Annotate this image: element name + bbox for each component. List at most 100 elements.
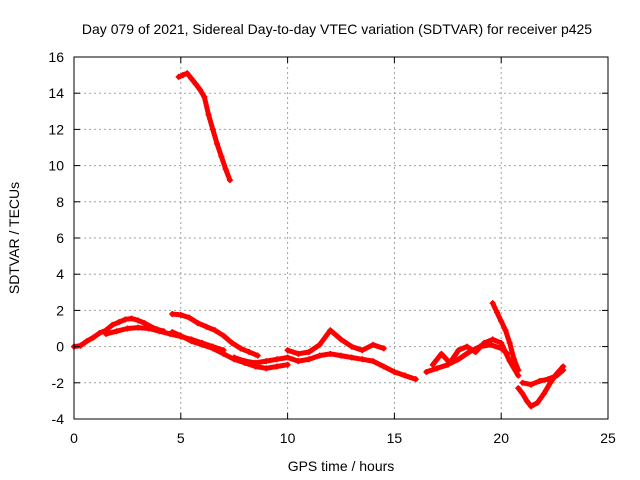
data-point xyxy=(489,300,496,307)
data-point xyxy=(316,352,323,359)
data-point xyxy=(209,126,216,133)
data-point xyxy=(540,390,547,397)
y-tick-label: 14 xyxy=(48,85,64,101)
data-point xyxy=(229,339,236,346)
y-tick-label: 2 xyxy=(56,302,64,318)
y-tick-label: -2 xyxy=(52,375,65,391)
y-tick-label: -4 xyxy=(52,411,65,427)
data-point xyxy=(177,332,184,339)
data-point xyxy=(511,356,518,363)
data-point xyxy=(446,359,453,366)
data-point xyxy=(391,368,398,375)
x-tick-label: 15 xyxy=(387,430,403,446)
data-point xyxy=(135,317,142,324)
x-tick-label: 10 xyxy=(280,430,296,446)
data-point xyxy=(201,93,208,100)
data-point xyxy=(498,318,505,325)
data-point xyxy=(214,140,221,147)
data-point xyxy=(83,338,90,345)
data-point xyxy=(515,385,522,392)
data-point xyxy=(519,379,526,386)
data-point xyxy=(96,330,103,337)
data-point xyxy=(380,363,387,370)
data-point xyxy=(370,341,377,348)
data-point xyxy=(528,403,535,410)
chart-title: Day 079 of 2021, Sidereal Day-to-day VTE… xyxy=(82,21,592,37)
data-point xyxy=(434,365,441,372)
data-point xyxy=(506,358,513,365)
data-point xyxy=(295,358,302,365)
x-tick-label: 20 xyxy=(493,430,509,446)
data-point xyxy=(489,336,496,343)
x-tick-label: 0 xyxy=(70,430,78,446)
data-point xyxy=(515,372,522,379)
data-point xyxy=(122,316,129,323)
data-point xyxy=(519,390,526,397)
data-point xyxy=(536,377,543,384)
data-point xyxy=(218,153,225,160)
data-point xyxy=(169,311,176,318)
data-point xyxy=(246,349,253,356)
data-point xyxy=(145,325,152,332)
data-point xyxy=(545,376,552,383)
data-point xyxy=(502,327,509,334)
data-point xyxy=(327,327,334,334)
data-point xyxy=(402,372,409,379)
data-point xyxy=(128,315,135,322)
data-point xyxy=(177,311,184,318)
data-point xyxy=(338,336,344,343)
data-point xyxy=(263,365,270,372)
data-point xyxy=(472,349,479,356)
axis-ticks xyxy=(73,56,609,420)
data-point xyxy=(241,358,248,365)
data-point xyxy=(455,356,462,363)
x-axis-title: GPS time / hours xyxy=(288,458,395,474)
data-point xyxy=(169,329,176,336)
data-point xyxy=(141,320,148,327)
data-point xyxy=(560,367,567,374)
data-point xyxy=(205,111,212,118)
tick-labels: 0 5 10 15 20 25 -4 -2 0 2 4 6 8 10 12 14 16 xyxy=(48,49,616,446)
data-point xyxy=(284,347,291,354)
data-point xyxy=(359,356,366,363)
data-points xyxy=(71,70,567,410)
data-point xyxy=(534,399,541,406)
data-point xyxy=(553,372,560,379)
data-series-segment-9 xyxy=(430,336,521,379)
data-point xyxy=(103,330,110,337)
data-point xyxy=(263,358,270,365)
data-point xyxy=(348,354,355,361)
data-point xyxy=(429,361,436,368)
data-point xyxy=(209,345,216,352)
data-point xyxy=(523,397,530,404)
data-point xyxy=(113,328,120,335)
data-series-segment-3 xyxy=(176,70,233,183)
data-point xyxy=(220,332,227,339)
y-tick-label: 8 xyxy=(56,194,64,210)
data-point xyxy=(188,75,195,82)
data-point xyxy=(316,341,323,348)
x-tick-label: 5 xyxy=(177,430,185,446)
data-point xyxy=(412,376,419,383)
y-tick-label: 12 xyxy=(48,121,64,137)
grid-lines xyxy=(74,57,608,419)
data-point xyxy=(380,345,387,352)
data-point xyxy=(455,347,462,354)
data-point xyxy=(370,358,377,365)
data-point xyxy=(423,368,430,375)
data-point xyxy=(222,166,229,173)
data-point xyxy=(188,338,195,345)
data-point xyxy=(515,367,522,374)
data-point xyxy=(273,363,280,370)
data-point xyxy=(220,350,227,357)
data-point xyxy=(237,345,244,352)
data-point xyxy=(184,70,191,77)
y-tick-label: 0 xyxy=(56,339,64,355)
data-point xyxy=(481,339,488,346)
data-point xyxy=(211,327,218,334)
data-point xyxy=(284,354,291,361)
data-point xyxy=(348,343,355,350)
data-point xyxy=(226,177,233,184)
y-tick-label: 16 xyxy=(48,49,64,65)
